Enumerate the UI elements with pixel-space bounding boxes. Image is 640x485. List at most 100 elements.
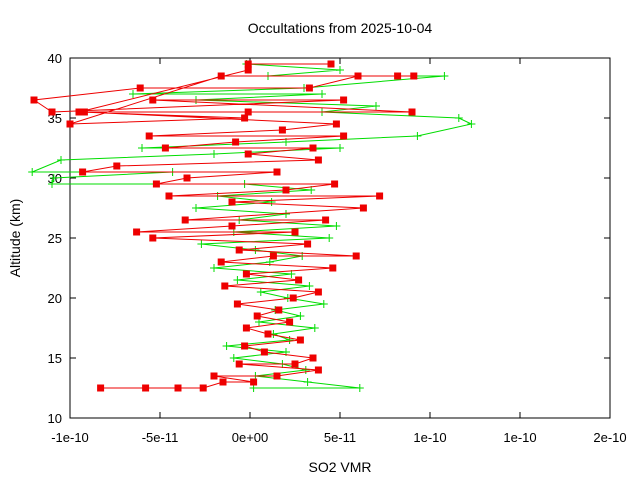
data-point [295, 276, 303, 284]
x-tick-label: -5e-11 [142, 430, 179, 445]
data-point [244, 108, 252, 116]
data-point [241, 342, 249, 350]
data-point [79, 168, 87, 176]
data-point [309, 144, 317, 152]
data-point [181, 216, 189, 224]
data-point [242, 324, 250, 332]
data-point [325, 234, 334, 242]
x-axis-label: SO2 VMR [308, 459, 371, 475]
data-point [301, 366, 310, 374]
y-tick-label: 10 [48, 411, 62, 426]
data-point [217, 258, 225, 266]
data-point [197, 240, 206, 248]
data-point [28, 168, 37, 176]
data-point [275, 306, 283, 314]
data-point [305, 84, 313, 92]
data-point [303, 378, 312, 386]
data-point [410, 72, 418, 80]
data-point [183, 174, 191, 182]
data-point [359, 204, 367, 212]
data-point [467, 120, 476, 128]
data-point [256, 288, 265, 296]
data-point [327, 60, 335, 68]
data-point [244, 60, 252, 68]
y-axis-label: Altitude (km) [7, 199, 23, 278]
data-point [48, 108, 56, 116]
data-point [142, 384, 150, 392]
data-point [161, 144, 169, 152]
y-tick-label: 25 [48, 231, 62, 246]
data-point [253, 312, 261, 320]
plot-area [28, 60, 476, 392]
data-point [286, 318, 294, 326]
data-point [282, 210, 290, 218]
data-point [269, 252, 277, 260]
data-point [291, 228, 299, 236]
data-point [219, 378, 227, 386]
data-point [314, 156, 322, 164]
data-point [145, 132, 153, 140]
data-point [309, 354, 317, 362]
data-point [372, 102, 380, 110]
data-point [251, 246, 260, 254]
data-point [30, 96, 38, 104]
data-point [210, 372, 218, 380]
data-point [149, 96, 157, 104]
data-point [222, 342, 231, 350]
series-2 [30, 60, 418, 392]
data-point [149, 234, 157, 242]
data-point [354, 72, 362, 80]
data-point [210, 264, 218, 272]
data-point [332, 120, 340, 128]
data-point [355, 384, 364, 392]
data-point [273, 168, 281, 176]
data-point [296, 312, 305, 320]
data-point [340, 96, 348, 104]
y-tick-label: 40 [48, 51, 62, 66]
data-point [49, 174, 58, 182]
data-point [152, 180, 160, 188]
y-tick-label: 15 [48, 351, 62, 366]
data-point [133, 228, 141, 236]
x-tick-label: 1e-10 [503, 430, 536, 445]
data-point [291, 360, 299, 368]
data-point [267, 198, 276, 206]
data-point [232, 138, 240, 146]
data-point [97, 384, 105, 392]
data-point [233, 300, 241, 308]
data-point [336, 144, 344, 152]
data-point [329, 264, 337, 272]
data-point [340, 132, 348, 140]
data-point [233, 276, 242, 284]
data-point [244, 150, 252, 158]
data-point [80, 108, 88, 116]
data-point [250, 378, 258, 386]
data-point [336, 66, 344, 74]
data-point [376, 192, 384, 200]
data-point [136, 84, 144, 92]
data-point [244, 66, 252, 74]
data-point [310, 324, 319, 332]
data-point [322, 216, 330, 224]
data-point [352, 252, 360, 260]
data-point [57, 156, 65, 164]
data-point [394, 72, 402, 80]
x-tick-label: 5e-11 [324, 430, 356, 445]
data-point [285, 336, 294, 344]
data-point [192, 204, 200, 212]
data-point [129, 90, 137, 98]
data-point [264, 330, 272, 338]
data-point [165, 192, 173, 200]
data-point [199, 384, 207, 392]
data-point [210, 150, 218, 158]
data-point [413, 132, 422, 140]
data-point [304, 240, 312, 248]
data-point [235, 246, 243, 254]
data-point [314, 288, 322, 296]
data-point [228, 198, 236, 206]
data-point [138, 144, 146, 152]
y-tick-label: 20 [48, 291, 62, 306]
